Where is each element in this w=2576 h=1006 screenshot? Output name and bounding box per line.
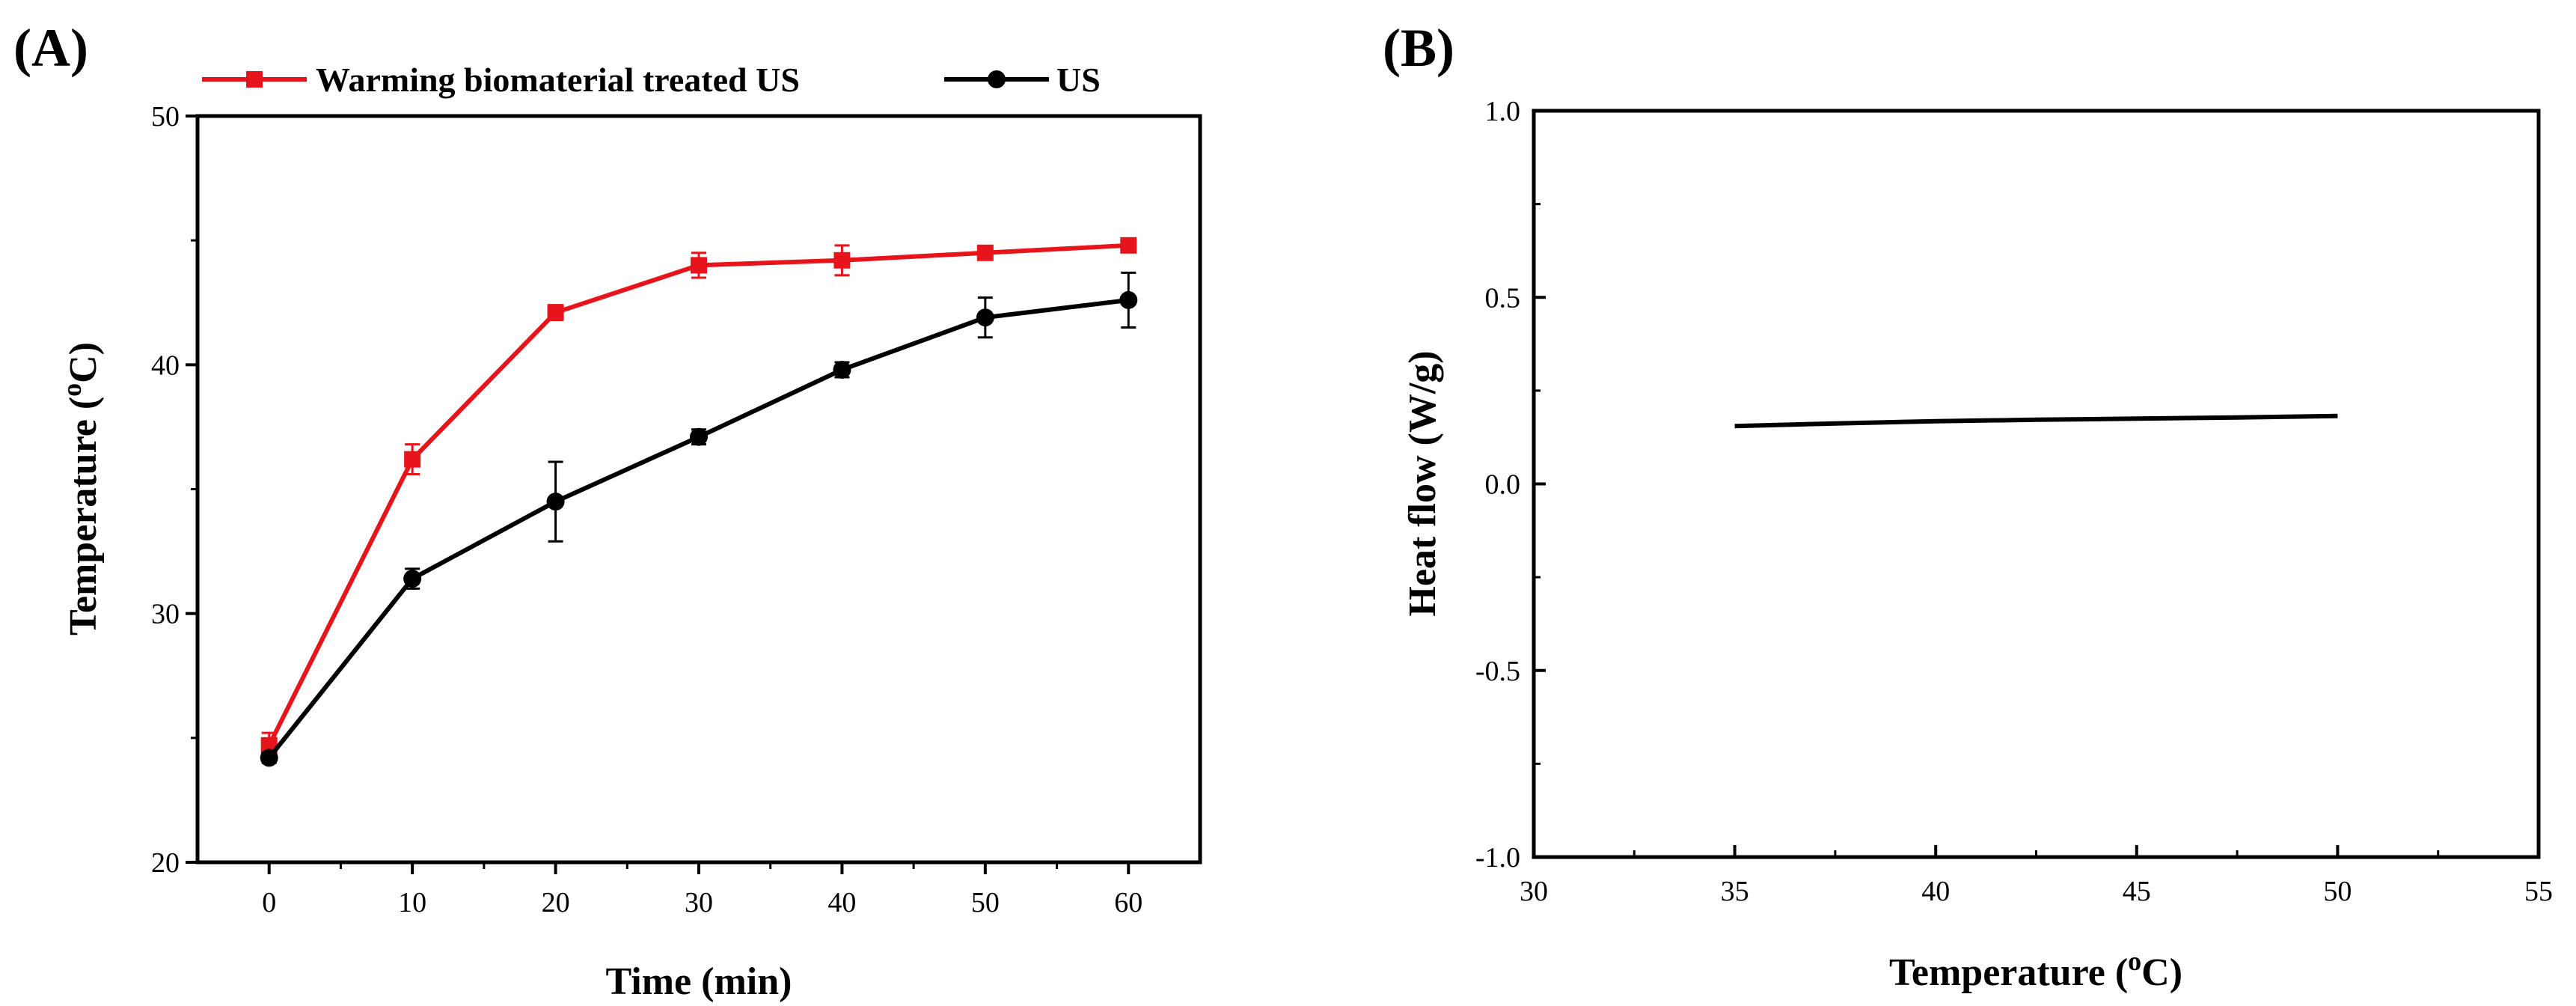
- chart-b-x-tick-label: 50: [2323, 876, 2352, 907]
- chart-b-x-tick-label: 45: [2123, 876, 2151, 907]
- chart-a-x-axis-title: Time (min): [606, 960, 792, 1003]
- chart-a-temperature-vs-time: 0 10 20 30 40 50 60 20 30 40 50 Warming biomateria…: [57, 61, 1202, 1003]
- chart-a-y-tick-label: 40: [151, 350, 180, 381]
- legend-label: Warming biomaterial treated US: [316, 61, 800, 99]
- chart-a-data-point: [1120, 237, 1137, 254]
- chart-b-x-axis-title: Temperature (oC): [1889, 946, 2182, 994]
- chart-b-y-tick-label: 0.5: [1485, 282, 1521, 314]
- chart-a-series-line: [267, 297, 1129, 760]
- chart-a-x-tick-label: 60: [1114, 887, 1142, 918]
- chart-b-y-tick-label: 1.0: [1485, 96, 1521, 127]
- chart-b-x-tick-label: 30: [1520, 876, 1548, 907]
- panel-a-label: (A): [13, 18, 88, 78]
- chart-b-x-axis-degree-sup: o: [2128, 946, 2141, 976]
- chart-a-data-point: [546, 493, 565, 511]
- panel-b-label: (B): [1383, 18, 1454, 78]
- chart-a-data-point: [976, 308, 994, 327]
- legend-marker: [246, 71, 263, 88]
- chart-a-series-us: [260, 271, 1138, 767]
- chart-b-y-tick-label: -0.5: [1475, 656, 1520, 687]
- chart-a-data-point: [833, 252, 851, 269]
- legend-label: US: [1056, 61, 1101, 99]
- chart-a-data-point: [833, 360, 851, 379]
- legend-item-warming-biomaterial: Warming biomaterial treated US: [202, 61, 800, 99]
- chart-a-legend: Warming biomaterial treated US US: [202, 61, 1101, 99]
- chart-a-x-tick-label: 10: [398, 887, 426, 918]
- chart-a-data-point: [1119, 290, 1138, 309]
- chart-a-data-point: [260, 749, 278, 767]
- chart-b-x-tick-label: 40: [1921, 876, 1950, 907]
- chart-a-data-point: [403, 570, 422, 588]
- chart-b-x-tick-label: 35: [1721, 876, 1749, 907]
- chart-a-plot-frame: [195, 114, 1202, 865]
- chart-a-y-tick-label: 50: [151, 101, 180, 132]
- chart-a-y-tick-label: 30: [151, 599, 180, 630]
- chart-a-series-warming-biomaterial: [260, 237, 1137, 759]
- chart-b-y-tick-label: 0.0: [1485, 469, 1521, 501]
- chart-a-x-tick-label: 20: [542, 887, 570, 918]
- chart-a-data-point: [404, 451, 421, 468]
- legend-marker: [988, 70, 1006, 88]
- chart-b-heat-flow: 30 35 40 45 50 55 -1.0 -0.5 0.0 0.5 1.0 Temperatur…: [1401, 96, 2553, 994]
- chart-b-plot-frame: [1532, 109, 2541, 859]
- chart-a-data-point: [976, 244, 994, 261]
- chart-a-y-tick-label: 20: [151, 847, 180, 879]
- chart-b-y-tick-label: -1.0: [1475, 842, 1520, 874]
- chart-a-y-axis-degree-sup: o: [57, 383, 87, 397]
- chart-a-x-tick-label: 50: [971, 887, 1000, 918]
- chart-a-x-tick-label: 30: [685, 887, 713, 918]
- chart-b-heat-flow-line: [1734, 413, 2338, 429]
- chart-a-data-point: [690, 427, 708, 446]
- chart-a-y-axis-title: Temperature (oC): [57, 342, 105, 635]
- chart-a-x-tick-label: 40: [827, 887, 856, 918]
- legend-item-us: US: [944, 61, 1101, 99]
- chart-b-y-axis-title: Heat flow (W/g): [1401, 350, 1444, 616]
- chart-a-x-tick-label: 0: [262, 887, 276, 918]
- chart-a-data-point: [547, 304, 564, 321]
- chart-a-series-line: [267, 243, 1129, 747]
- chart-b-x-tick-label: 55: [2524, 876, 2553, 907]
- chart-a-data-point: [691, 257, 707, 274]
